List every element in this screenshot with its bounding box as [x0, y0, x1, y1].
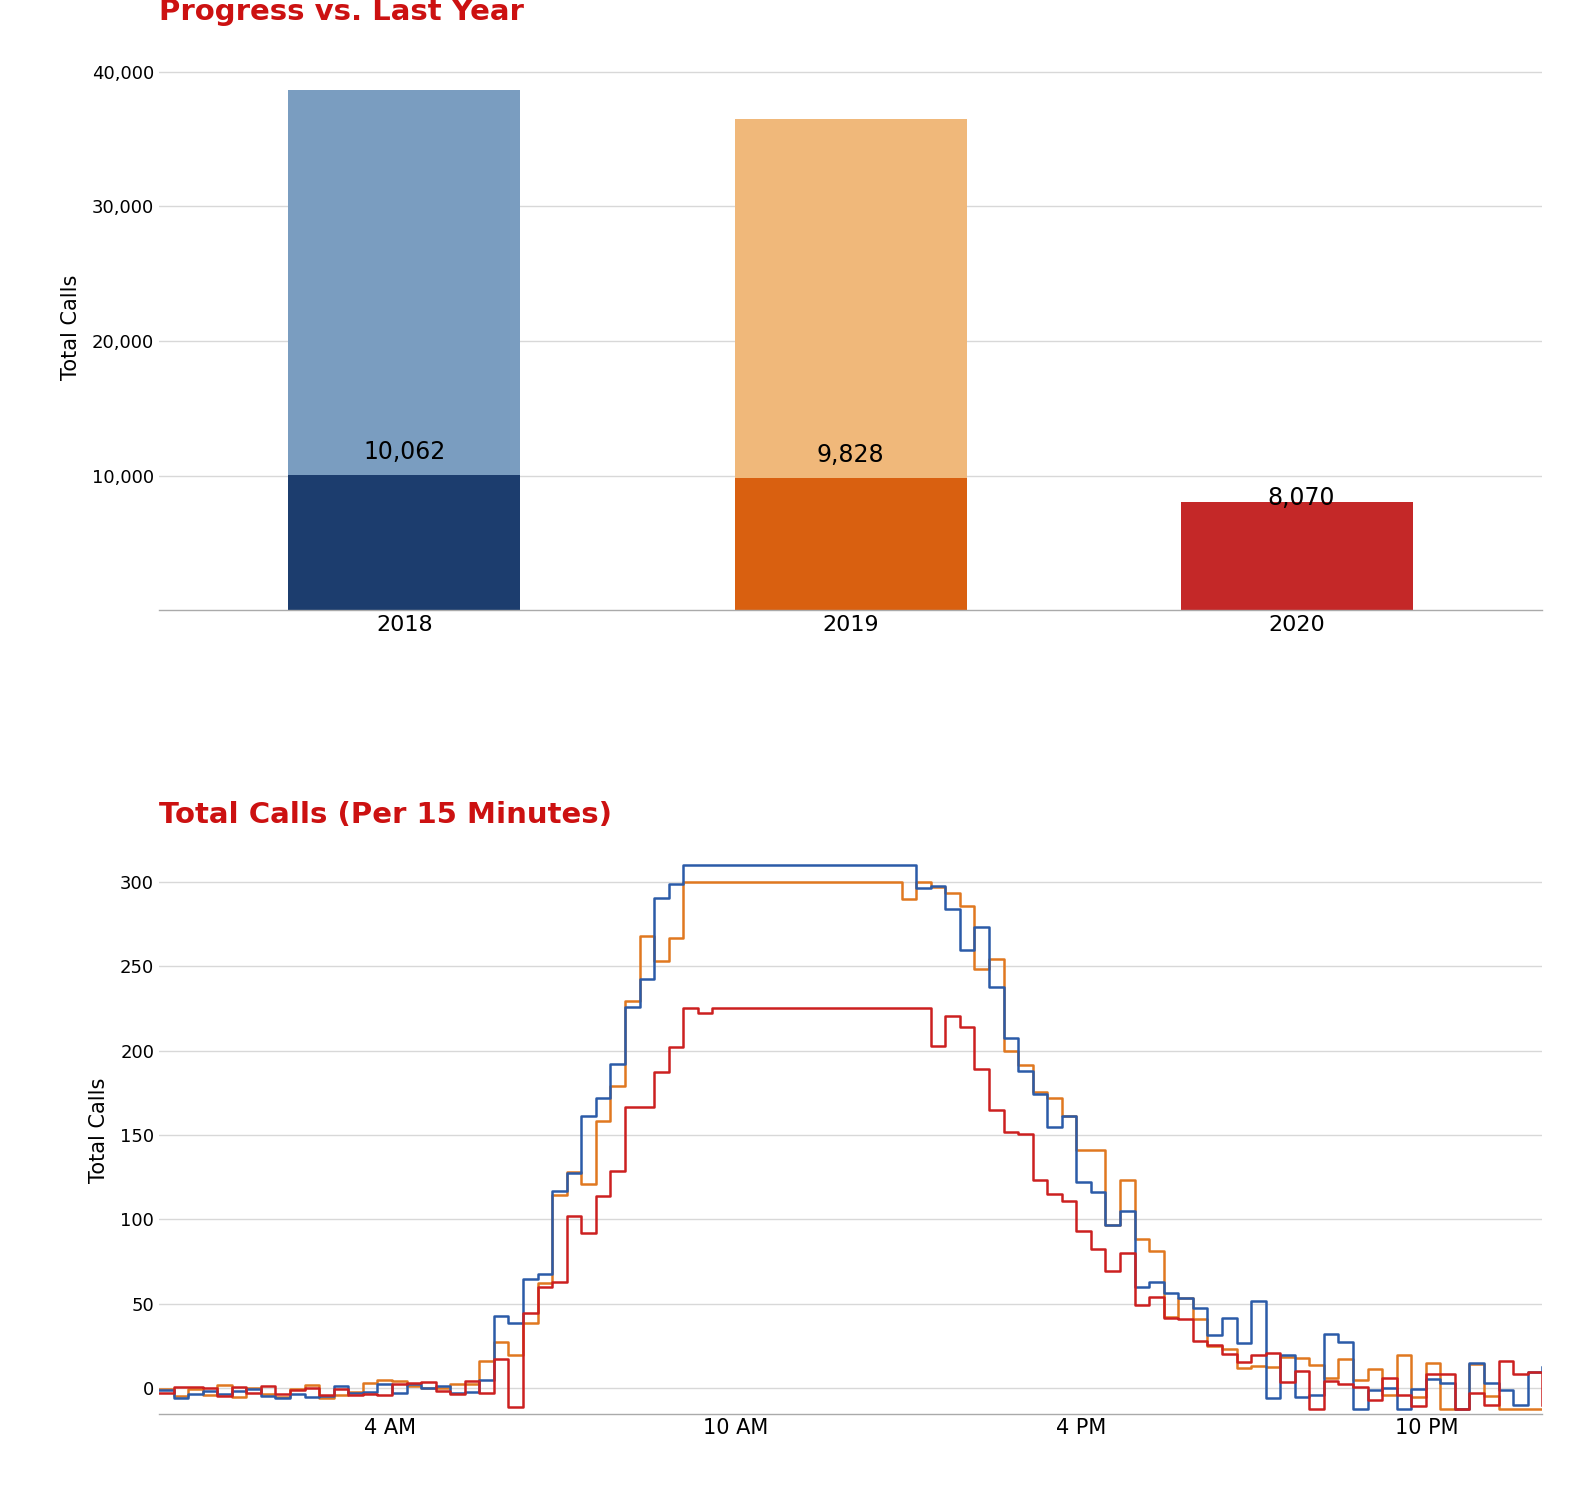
Text: Progress vs. Last Year: Progress vs. Last Year — [159, 0, 523, 25]
Y-axis label: Total Calls: Total Calls — [89, 1079, 108, 1183]
Bar — [1181, 501, 1414, 610]
Bar — [288, 91, 520, 475]
Text: Total Calls (Per 15 Minutes): Total Calls (Per 15 Minutes) — [159, 801, 612, 829]
Bar — [735, 119, 967, 478]
Y-axis label: Total Calls: Total Calls — [60, 275, 81, 379]
Text: 9,828: 9,828 — [817, 443, 884, 467]
Bar — [288, 475, 520, 610]
Text: 8,070: 8,070 — [1267, 487, 1336, 510]
Bar — [735, 478, 967, 610]
Text: 10,062: 10,062 — [363, 440, 445, 464]
